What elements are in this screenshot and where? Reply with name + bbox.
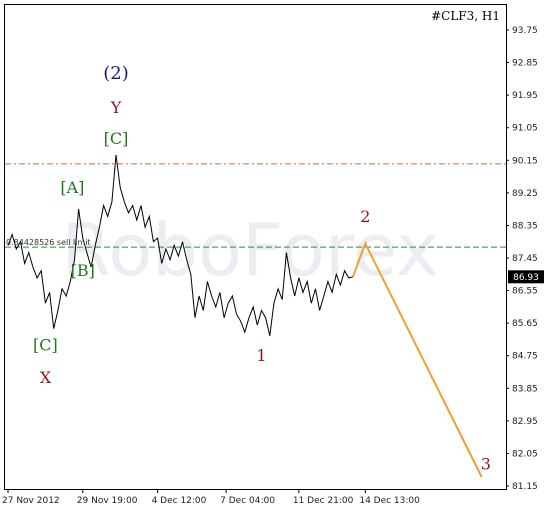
y-axis: 93.75 92.85 91.95 91.05 90.15 89.25 88.35 87.45… [506, 26, 538, 492]
wave-label: 2 [360, 207, 370, 226]
wave-labels-layer: (2) Y [C] [A] [B] [C] X 1 2 3 [33, 63, 491, 474]
wave-label: 1 [256, 346, 266, 365]
y-tick-label: 85.65 [512, 319, 538, 329]
wave-label: [A] [60, 178, 84, 197]
current-price-text: 86.93 [513, 273, 539, 283]
levels-layer [5, 163, 506, 248]
plot-area-border [4, 4, 507, 490]
wave-label: [B] [71, 261, 95, 280]
price-line [7, 154, 354, 336]
wave-label: [C] [33, 335, 58, 354]
x-tick-label: 14 Dec 13:00 [359, 496, 420, 506]
chart-title: #CLF3, H1 [431, 9, 500, 23]
y-tick-label: 89.25 [512, 189, 538, 199]
current-price-box: 86.93 [508, 270, 544, 284]
x-axis: 27 Nov 2012 29 Nov 19:00 4 Dec 12:00 7 Dec … [2, 489, 420, 506]
x-tick-label: 29 Nov 19:00 [77, 496, 138, 506]
current-price-box-bg [508, 270, 544, 284]
y-tick-label: 83.85 [512, 384, 538, 394]
y-tick-label: 90.15 [512, 156, 538, 166]
x-tick-label: 27 Nov 2012 [2, 496, 60, 506]
wave-label: [C] [104, 129, 129, 148]
y-tick-label: 92.85 [512, 59, 538, 69]
y-tick-label: 87.45 [512, 254, 538, 264]
y-tick-label: 81.15 [512, 482, 538, 492]
price-series-layer [7, 154, 354, 336]
x-tick-label: 11 Dec 21:00 [293, 496, 354, 506]
forecast-series-layer [351, 240, 483, 478]
wave-label: X [40, 368, 52, 387]
y-tick-label: 91.95 [512, 91, 538, 101]
y-tick-label: 86.55 [512, 287, 538, 297]
x-tick-label: 4 Dec 12:00 [152, 496, 207, 506]
y-tick-label: 93.75 [512, 26, 538, 36]
forecast-line [351, 240, 483, 478]
y-tick-label: 91.05 [512, 124, 538, 134]
y-tick-label: 82.95 [512, 417, 538, 427]
wave-label: 3 [481, 455, 491, 474]
x-tick-label: 7 Dec 04:00 [220, 496, 275, 506]
wave-label: Y [110, 98, 122, 117]
wave-label: (2) [103, 63, 129, 84]
sell-limit-label: 0.84428526 sell limit [6, 238, 91, 247]
y-tick-label: 88.35 [512, 221, 538, 231]
y-tick-label: 84.75 [512, 352, 538, 362]
y-tick-label: 82.05 [512, 449, 538, 459]
watermark: RoboForex [61, 208, 438, 292]
